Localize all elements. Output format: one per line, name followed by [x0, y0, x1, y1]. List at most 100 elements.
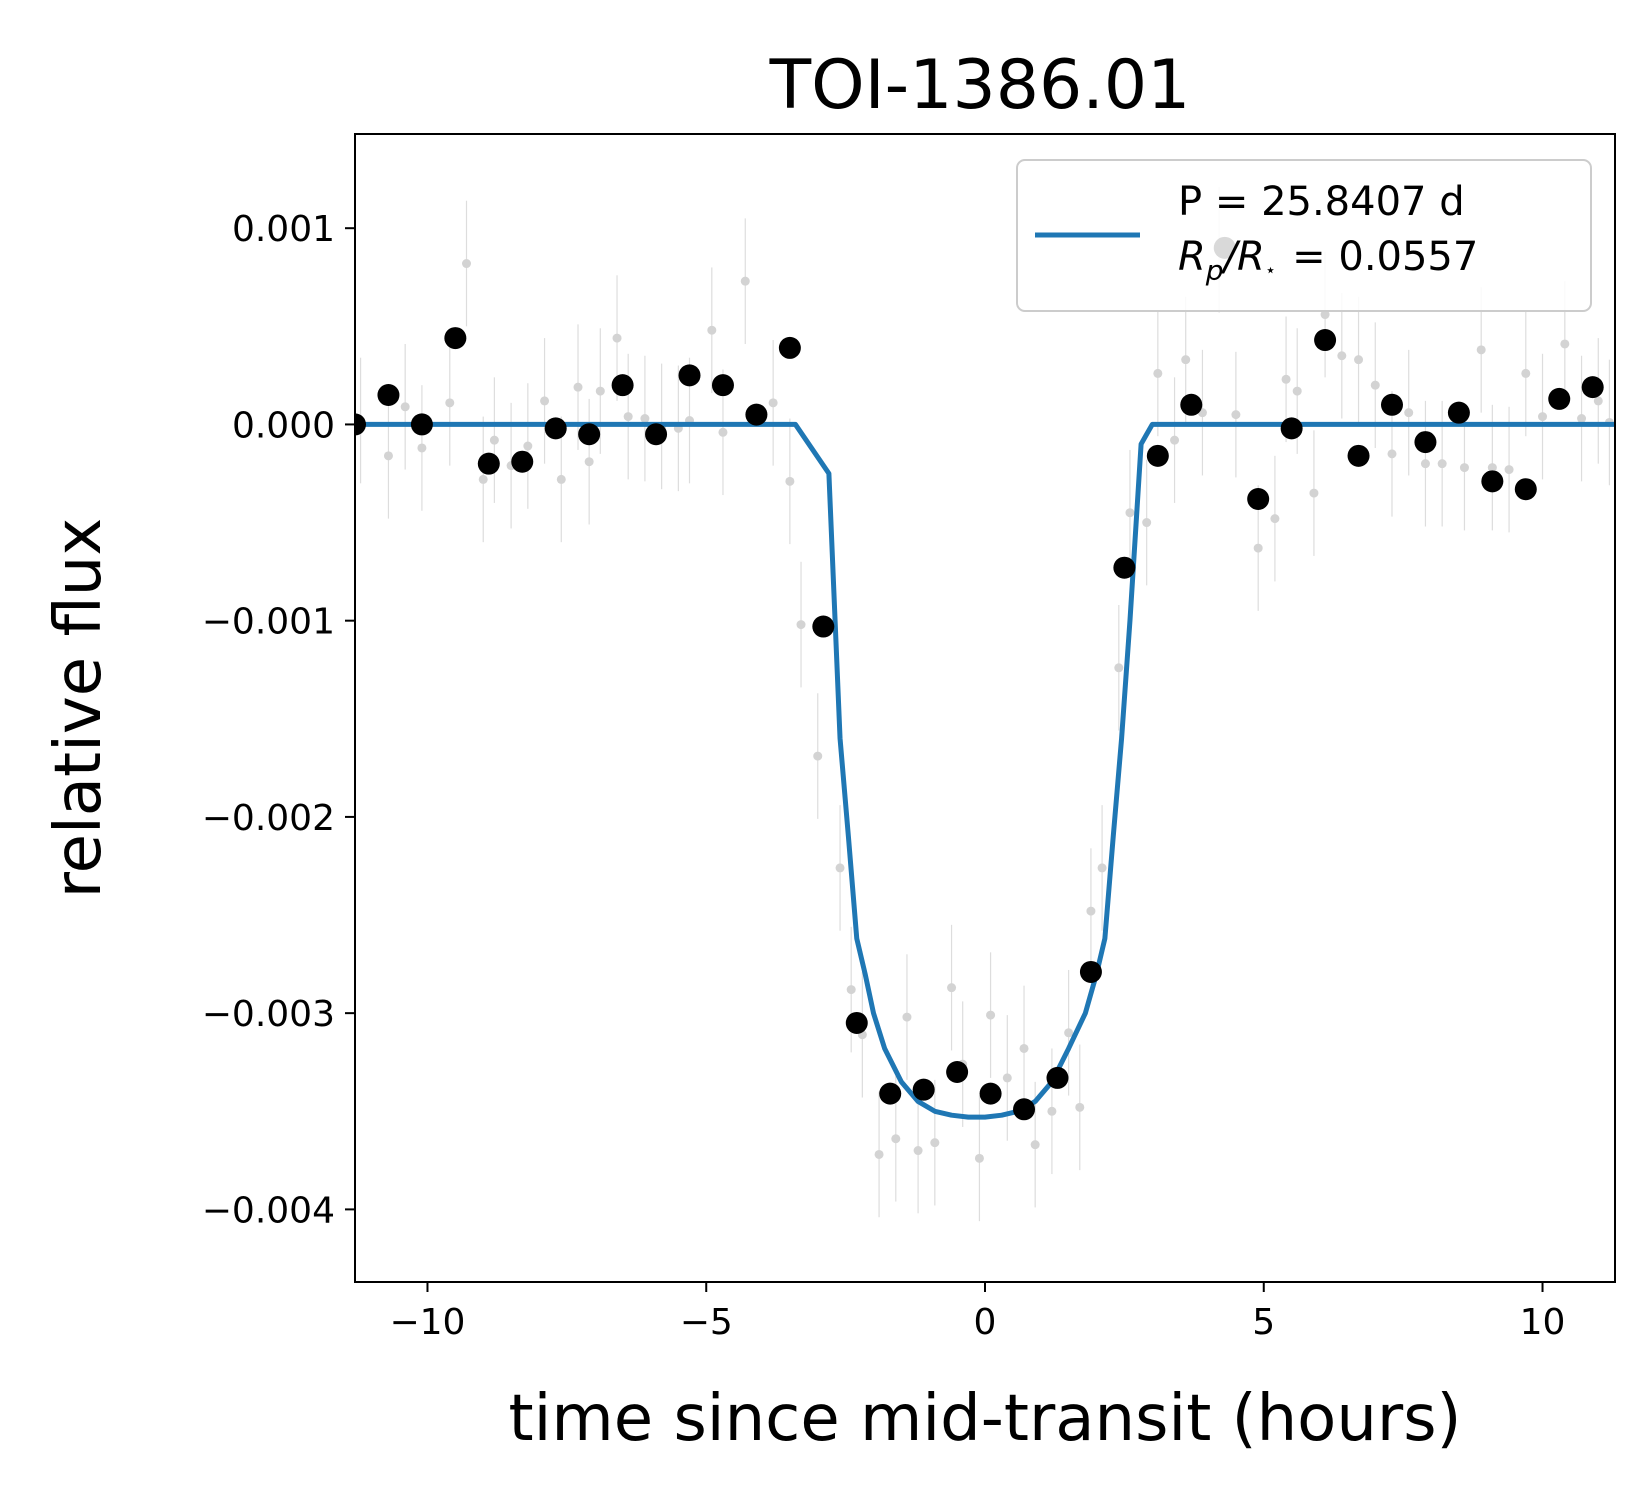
- raw-point: [1420, 459, 1430, 469]
- y-tick-label: 0.000: [232, 405, 335, 446]
- chart-title: TOI-1386.01: [769, 46, 1191, 125]
- binned-point: [1514, 478, 1537, 501]
- raw-point: [913, 1146, 923, 1156]
- raw-point: [785, 476, 795, 486]
- binned-point: [645, 423, 668, 446]
- raw-point: [835, 863, 845, 873]
- raw-point: [523, 441, 533, 451]
- x-axis-ticks: −10 −5 0 5 10: [389, 1282, 1565, 1343]
- y-axis-label: relative flux: [42, 518, 116, 899]
- legend-period-label: P = 25.8407 d: [1178, 179, 1465, 225]
- raw-point: [707, 325, 717, 335]
- binned-point: [1481, 470, 1504, 493]
- raw-point: [1170, 435, 1180, 445]
- binned-point: [611, 374, 634, 397]
- raw-point: [1521, 368, 1531, 378]
- raw-point: [1292, 386, 1302, 396]
- binned-point: [1548, 387, 1571, 410]
- raw-point: [1577, 414, 1587, 424]
- raw-point: [556, 474, 566, 484]
- raw-point: [947, 983, 957, 993]
- raw-point: [462, 259, 472, 269]
- binned-point: [1347, 444, 1370, 467]
- binned-point: [1380, 393, 1403, 416]
- raw-point: [445, 398, 455, 408]
- binned-point: [1280, 417, 1303, 440]
- raw-point: [1086, 906, 1096, 916]
- y-tick-label: 0.001: [232, 209, 335, 250]
- binned-point: [578, 423, 601, 446]
- binned-point: [778, 336, 801, 359]
- binned-point: [812, 615, 835, 638]
- x-tick-label: −10: [389, 1302, 465, 1343]
- model-layer: [355, 421, 1615, 1120]
- x-tick-label: 10: [1520, 1302, 1566, 1343]
- raw-point: [874, 1149, 884, 1159]
- raw-point: [902, 1012, 912, 1022]
- binned-point: [1314, 329, 1337, 352]
- raw-point: [1019, 1043, 1029, 1053]
- binned-point: [477, 452, 500, 475]
- binned-point: [1113, 556, 1136, 579]
- binned-point: [444, 327, 467, 350]
- raw-point: [1047, 1106, 1057, 1116]
- raw-point: [1354, 355, 1364, 365]
- binned-point: [1581, 376, 1604, 399]
- binned-point: [1247, 488, 1270, 511]
- binned-point: [879, 1082, 902, 1105]
- raw-point: [846, 985, 856, 995]
- raw-point: [1002, 1073, 1012, 1083]
- raw-point: [1370, 380, 1380, 390]
- binned-point: [678, 364, 701, 387]
- raw-point: [1075, 1102, 1085, 1112]
- raw-point: [1593, 396, 1603, 406]
- raw-point: [1337, 351, 1347, 361]
- binned-point: [544, 417, 567, 440]
- raw-point: [1153, 368, 1163, 378]
- binned-points: [355, 236, 1604, 1121]
- raw-point: [1459, 463, 1469, 473]
- raw-point: [796, 620, 806, 630]
- plot-area: [354, 133, 1616, 1283]
- legend-radius-ratio-label: Rp/R⋆ = 0.0557: [1178, 234, 1478, 287]
- binned-point: [1079, 960, 1102, 983]
- legend-r-star-symbol: /R: [1221, 234, 1265, 280]
- raw-point: [1097, 863, 1107, 873]
- raw-point: [573, 382, 583, 392]
- raw-point: [813, 751, 823, 761]
- raw-point: [640, 414, 650, 424]
- legend: P = 25.8407 d Rp/R⋆ = 0.0557: [1016, 159, 1592, 312]
- y-tick-label: −0.001: [202, 602, 335, 643]
- raw-point: [718, 427, 728, 437]
- raw-point: [930, 1138, 940, 1148]
- binned-point: [845, 1011, 868, 1034]
- transit-model-line: [355, 421, 1615, 1120]
- y-tick-label: −0.003: [202, 994, 335, 1035]
- binned-point: [1180, 393, 1203, 416]
- legend-r-symbol: R: [1178, 234, 1206, 280]
- x-tick-label: 0: [974, 1302, 997, 1343]
- x-tick-label: −5: [680, 1302, 733, 1343]
- raw-point: [1504, 465, 1514, 475]
- raw-points: [356, 245, 1614, 1163]
- raw-point: [740, 276, 750, 286]
- raw-point: [1064, 1028, 1074, 1038]
- raw-point: [768, 398, 778, 408]
- raw-point: [417, 443, 427, 453]
- raw-point: [1114, 663, 1124, 673]
- raw-point: [584, 457, 594, 467]
- x-axis-label: time since mid-transit (hours): [509, 1382, 1462, 1456]
- raw-point: [1281, 374, 1291, 384]
- raw-point: [1387, 449, 1397, 459]
- raw-point: [612, 333, 622, 343]
- raw-point: [489, 435, 499, 445]
- binned-point: [946, 1061, 969, 1084]
- raw-point: [1404, 408, 1414, 418]
- raw-point: [1125, 508, 1135, 518]
- binned-point: [1414, 431, 1437, 454]
- binned-point: [1447, 401, 1470, 424]
- raw-point: [540, 396, 550, 406]
- raw-point: [623, 412, 633, 422]
- binned-point: [745, 403, 768, 426]
- raw-point: [400, 402, 410, 412]
